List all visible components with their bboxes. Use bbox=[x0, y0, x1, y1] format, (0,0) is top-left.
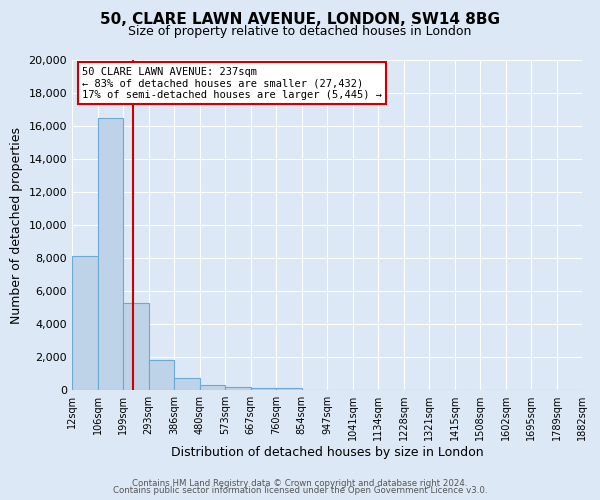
Text: Size of property relative to detached houses in London: Size of property relative to detached ho… bbox=[128, 25, 472, 38]
Text: 50 CLARE LAWN AVENUE: 237sqm
← 83% of detached houses are smaller (27,432)
17% o: 50 CLARE LAWN AVENUE: 237sqm ← 83% of de… bbox=[82, 66, 382, 100]
Bar bbox=[251, 388, 276, 390]
Bar bbox=[72, 256, 98, 390]
Y-axis label: Number of detached properties: Number of detached properties bbox=[10, 126, 23, 324]
Bar bbox=[174, 378, 200, 390]
Bar bbox=[200, 385, 225, 390]
Text: Contains HM Land Registry data © Crown copyright and database right 2024.: Contains HM Land Registry data © Crown c… bbox=[132, 478, 468, 488]
Text: Contains public sector information licensed under the Open Government Licence v3: Contains public sector information licen… bbox=[113, 486, 487, 495]
Text: 50, CLARE LAWN AVENUE, LONDON, SW14 8BG: 50, CLARE LAWN AVENUE, LONDON, SW14 8BG bbox=[100, 12, 500, 28]
X-axis label: Distribution of detached houses by size in London: Distribution of detached houses by size … bbox=[170, 446, 484, 459]
Bar bbox=[123, 302, 149, 390]
Bar bbox=[225, 386, 251, 390]
Bar bbox=[149, 360, 174, 390]
Bar bbox=[98, 118, 123, 390]
Bar bbox=[276, 388, 302, 390]
